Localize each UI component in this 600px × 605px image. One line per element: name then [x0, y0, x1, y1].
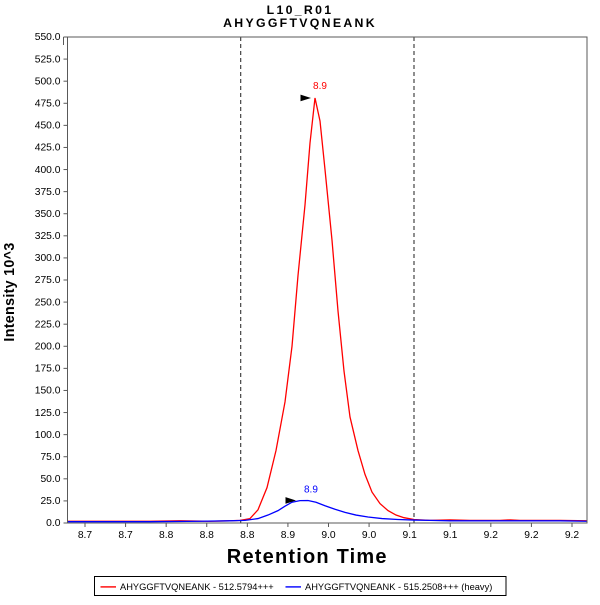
svg-text:75.0: 75.0 [40, 452, 60, 463]
svg-text:Retention Time: Retention Time [227, 546, 388, 568]
svg-text:400.0: 400.0 [35, 165, 61, 176]
svg-text:350.0: 350.0 [35, 209, 61, 220]
svg-text:0.0: 0.0 [46, 518, 61, 529]
svg-text:9.0: 9.0 [321, 530, 336, 541]
svg-text:100.0: 100.0 [35, 430, 61, 441]
svg-text:250.0: 250.0 [35, 297, 61, 308]
svg-text:225.0: 225.0 [35, 319, 61, 330]
svg-text:8.7: 8.7 [78, 530, 93, 541]
svg-text:8.7: 8.7 [118, 530, 133, 541]
svg-text:125.0: 125.0 [35, 408, 61, 419]
svg-text:550.0: 550.0 [35, 32, 61, 43]
svg-text:50.0: 50.0 [40, 474, 60, 485]
svg-text:9.0: 9.0 [362, 530, 377, 541]
svg-text:8.8: 8.8 [200, 530, 215, 541]
svg-text:275.0: 275.0 [35, 275, 61, 286]
svg-text:AHYGGFTVQNEANK - 512.5794+++: AHYGGFTVQNEANK - 512.5794+++ [120, 582, 274, 592]
svg-text:9.2: 9.2 [524, 530, 539, 541]
svg-text:8.8: 8.8 [240, 530, 255, 541]
svg-text:500.0: 500.0 [35, 76, 61, 87]
svg-text:9.1: 9.1 [403, 530, 418, 541]
svg-text:8.9: 8.9 [313, 81, 327, 92]
svg-text:8.9: 8.9 [304, 484, 318, 495]
svg-text:200.0: 200.0 [35, 341, 61, 352]
svg-text:9.1: 9.1 [443, 530, 458, 541]
svg-text:175.0: 175.0 [35, 364, 61, 375]
svg-text:L10_R01: L10_R01 [267, 3, 334, 17]
svg-text:25.0: 25.0 [40, 496, 60, 507]
svg-text:AHYGGFTVQNEANK: AHYGGFTVQNEANK [223, 16, 377, 30]
svg-text:475.0: 475.0 [35, 98, 61, 109]
svg-text:150.0: 150.0 [35, 386, 61, 397]
svg-text:9.2: 9.2 [484, 530, 499, 541]
svg-text:325.0: 325.0 [35, 231, 61, 242]
svg-text:8.9: 8.9 [281, 530, 296, 541]
svg-text:375.0: 375.0 [35, 187, 61, 198]
svg-text:300.0: 300.0 [35, 253, 61, 264]
svg-text:8.8: 8.8 [159, 530, 174, 541]
svg-text:425.0: 425.0 [35, 143, 61, 154]
svg-text:525.0: 525.0 [35, 54, 61, 65]
svg-text:Intensity 10^3: Intensity 10^3 [2, 242, 18, 341]
svg-text:9.2: 9.2 [565, 530, 580, 541]
svg-text:AHYGGFTVQNEANK - 515.2508+++ (: AHYGGFTVQNEANK - 515.2508+++ (heavy) [305, 582, 492, 592]
svg-text:450.0: 450.0 [35, 121, 61, 132]
